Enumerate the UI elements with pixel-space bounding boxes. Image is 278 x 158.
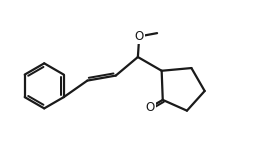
Text: O: O: [135, 30, 144, 43]
Text: O: O: [146, 100, 155, 114]
